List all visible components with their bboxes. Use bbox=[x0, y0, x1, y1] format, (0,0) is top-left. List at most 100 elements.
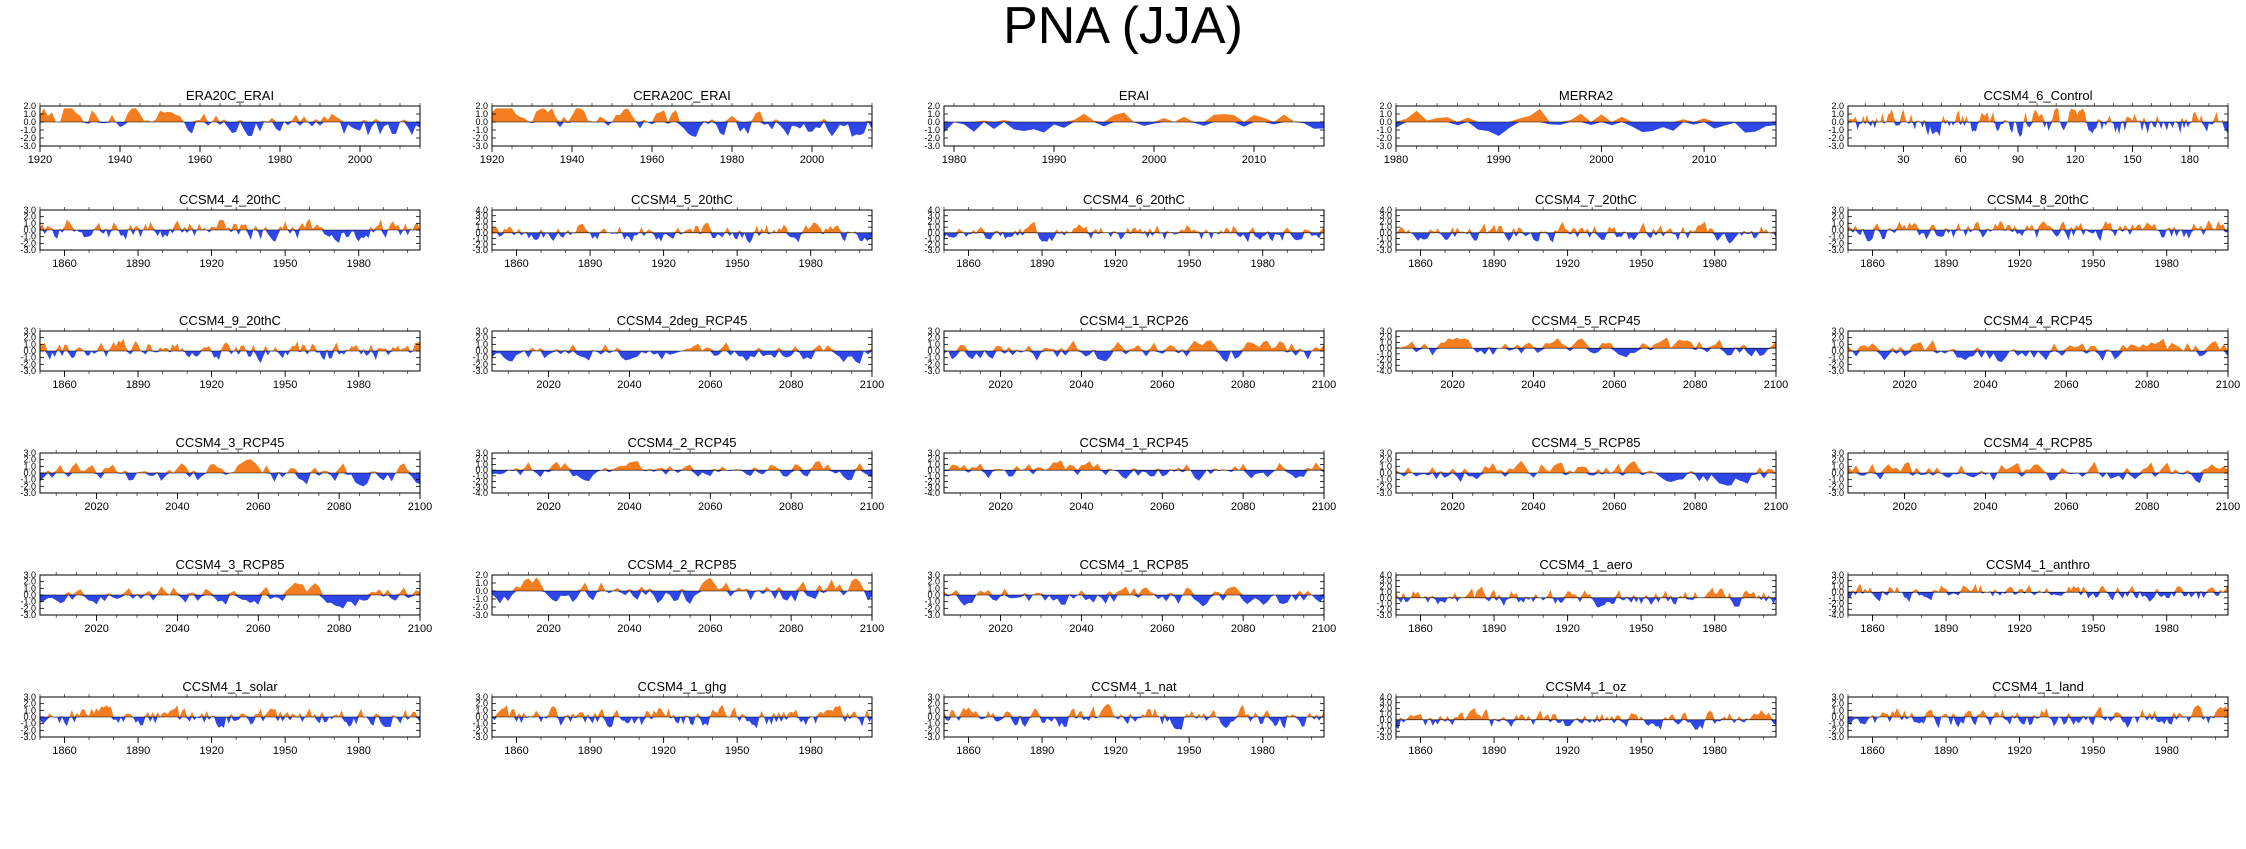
y-tick-label: 2.0 bbox=[475, 333, 488, 343]
x-tick-label: 1950 bbox=[1629, 745, 1653, 757]
y-tick-label: -3.0 bbox=[924, 245, 940, 255]
y-tick-label: -2.0 bbox=[20, 725, 36, 735]
y-tick-label: -3.0 bbox=[1828, 488, 1844, 498]
panel-ccsm4-1-ghg: CCSM4_1_ghg 3.02.01.00.0-1.0-2.0-3.0 1860 1… bbox=[472, 679, 873, 757]
y-tick-label: 4.0 bbox=[475, 205, 488, 215]
x-tick-label: 1990 bbox=[1042, 154, 1066, 166]
y-tick-label: 2.0 bbox=[23, 577, 36, 587]
y-tick-label: 3.0 bbox=[1379, 576, 1392, 586]
x-tick-label: 2080 bbox=[779, 623, 803, 635]
y-tick-label: 1.0 bbox=[1379, 709, 1392, 719]
y-tick-label: 4.0 bbox=[1379, 692, 1392, 702]
x-tick-label: 2100 bbox=[1312, 623, 1336, 635]
y-tick-label: 2.0 bbox=[1379, 216, 1392, 226]
x-tick-label: 2060 bbox=[1150, 501, 1174, 513]
y-tick-label: -2.0 bbox=[1828, 725, 1844, 735]
y-tick-label: 0.0 bbox=[1831, 117, 1844, 127]
y-tick-label: -3.0 bbox=[1828, 732, 1844, 742]
y-tick-label: -2.0 bbox=[1376, 239, 1392, 249]
y-tick-label: 3.0 bbox=[23, 448, 36, 458]
y-tick-label: -2.0 bbox=[20, 481, 36, 491]
figure-title: PNA (JJA) bbox=[1003, 0, 1243, 55]
x-tick-label: 2040 bbox=[1069, 379, 1093, 391]
x-tick-label: 1860 bbox=[1860, 258, 1884, 270]
y-tick-label: 1.0 bbox=[1379, 222, 1392, 232]
plot-frame bbox=[39, 105, 421, 147]
plot-frame bbox=[943, 452, 1325, 494]
positive-area bbox=[40, 459, 420, 473]
negative-area bbox=[492, 470, 872, 482]
y-tick-label: -2.0 bbox=[472, 725, 488, 735]
x-tick-label: 2040 bbox=[1521, 501, 1545, 513]
y-tick-label: 0.0 bbox=[1379, 715, 1392, 725]
x-tick-label: 1890 bbox=[1482, 623, 1506, 635]
y-tick-label: -3.0 bbox=[472, 366, 488, 376]
x-tick-label: 2020 bbox=[988, 379, 1012, 391]
y-tick-label: -3.0 bbox=[1828, 604, 1844, 614]
y-tick-label: 3.0 bbox=[1379, 326, 1392, 336]
x-tick-label: 1950 bbox=[725, 258, 749, 270]
y-tick-label: 3.0 bbox=[1831, 326, 1844, 336]
negative-area bbox=[1396, 719, 1776, 730]
x-tick-label: 1890 bbox=[1482, 745, 1506, 757]
positive-area bbox=[1396, 108, 1776, 122]
negative-area bbox=[1396, 122, 1776, 136]
x-tick-label: 1940 bbox=[560, 154, 584, 166]
x-tick-label: 1890 bbox=[126, 745, 150, 757]
y-tick-label: 0.0 bbox=[475, 465, 488, 475]
panel-ccsm4-2deg-rcp45: CCSM4_2deg_RCP45 3.02.01.00.0-1.0-2.0-3.0… bbox=[472, 313, 884, 391]
y-tick-label: 0.0 bbox=[23, 117, 36, 127]
y-tick-label: -1.0 bbox=[472, 594, 488, 604]
x-tick-label: 1980 bbox=[1702, 623, 1726, 635]
y-tick-label: 2.0 bbox=[927, 216, 940, 226]
panel-ccsm4-1-rcp85: CCSM4_1_RCP85 3.02.01.00.0-1.0-2.0-3.0 202… bbox=[924, 557, 1336, 635]
y-tick-label: 3.0 bbox=[1831, 692, 1844, 702]
x-tick-label: 2040 bbox=[1973, 379, 1997, 391]
x-tick-label: 1860 bbox=[504, 258, 528, 270]
x-tick-label: 120 bbox=[2066, 154, 2084, 166]
x-tick-label: 1920 bbox=[1103, 258, 1127, 270]
y-tick-label: 2.0 bbox=[475, 101, 488, 111]
y-tick-label: -1.0 bbox=[472, 719, 488, 729]
negative-area bbox=[40, 230, 420, 243]
y-tick-label: -2.0 bbox=[20, 603, 36, 613]
x-tick-label: 1980 bbox=[346, 745, 370, 757]
panel-title: CCSM4_2deg_RCP45 bbox=[617, 313, 748, 328]
y-tick-label: 1.0 bbox=[927, 109, 940, 119]
panel-ccsm4-8-20thc: CCSM4_8_20thC 3.02.01.00.0-1.0-2.0-3.0 186… bbox=[1828, 192, 2229, 270]
y-tick-label: -2.0 bbox=[1376, 481, 1392, 491]
x-tick-label: 2060 bbox=[2054, 501, 2078, 513]
x-tick-label: 1950 bbox=[725, 745, 749, 757]
x-tick-label: 1920 bbox=[2007, 745, 2031, 757]
panel-title: CCSM4_1_nat bbox=[1091, 679, 1177, 694]
y-tick-label: 0.0 bbox=[1379, 228, 1392, 238]
x-tick-label: 1860 bbox=[1860, 745, 1884, 757]
plot-frame bbox=[1395, 330, 1777, 372]
x-tick-label: 1920 bbox=[1555, 745, 1579, 757]
panel-title: CCSM4_1_ghg bbox=[638, 679, 727, 694]
y-tick-label: -2.0 bbox=[1828, 599, 1844, 609]
positive-area bbox=[1396, 337, 1776, 349]
panel-title: CCSM4_6_20thC bbox=[1083, 192, 1185, 207]
positive-area bbox=[492, 705, 872, 717]
y-tick-label: 0.0 bbox=[23, 346, 36, 356]
x-tick-label: 2010 bbox=[1242, 154, 1266, 166]
y-tick-label: -3.0 bbox=[1376, 141, 1392, 151]
x-tick-label: 2020 bbox=[1440, 501, 1464, 513]
y-tick-label: 2.0 bbox=[475, 454, 488, 464]
y-tick-label: 2.0 bbox=[1831, 333, 1844, 343]
y-tick-label: 4.0 bbox=[927, 205, 940, 215]
y-tick-label: -3.0 bbox=[472, 482, 488, 492]
positive-area bbox=[492, 222, 872, 233]
x-tick-label: 180 bbox=[2181, 154, 2199, 166]
x-tick-label: 30 bbox=[1897, 154, 1909, 166]
negative-area bbox=[1396, 473, 1776, 486]
y-tick-label: 2.0 bbox=[927, 333, 940, 343]
x-tick-label: 1990 bbox=[1486, 154, 1510, 166]
x-tick-label: 1980 bbox=[1384, 154, 1408, 166]
y-tick-label: 2.0 bbox=[1379, 703, 1392, 713]
y-tick-label: -3.0 bbox=[1376, 732, 1392, 742]
y-tick-label: 3.0 bbox=[23, 692, 36, 702]
positive-area bbox=[492, 108, 872, 122]
